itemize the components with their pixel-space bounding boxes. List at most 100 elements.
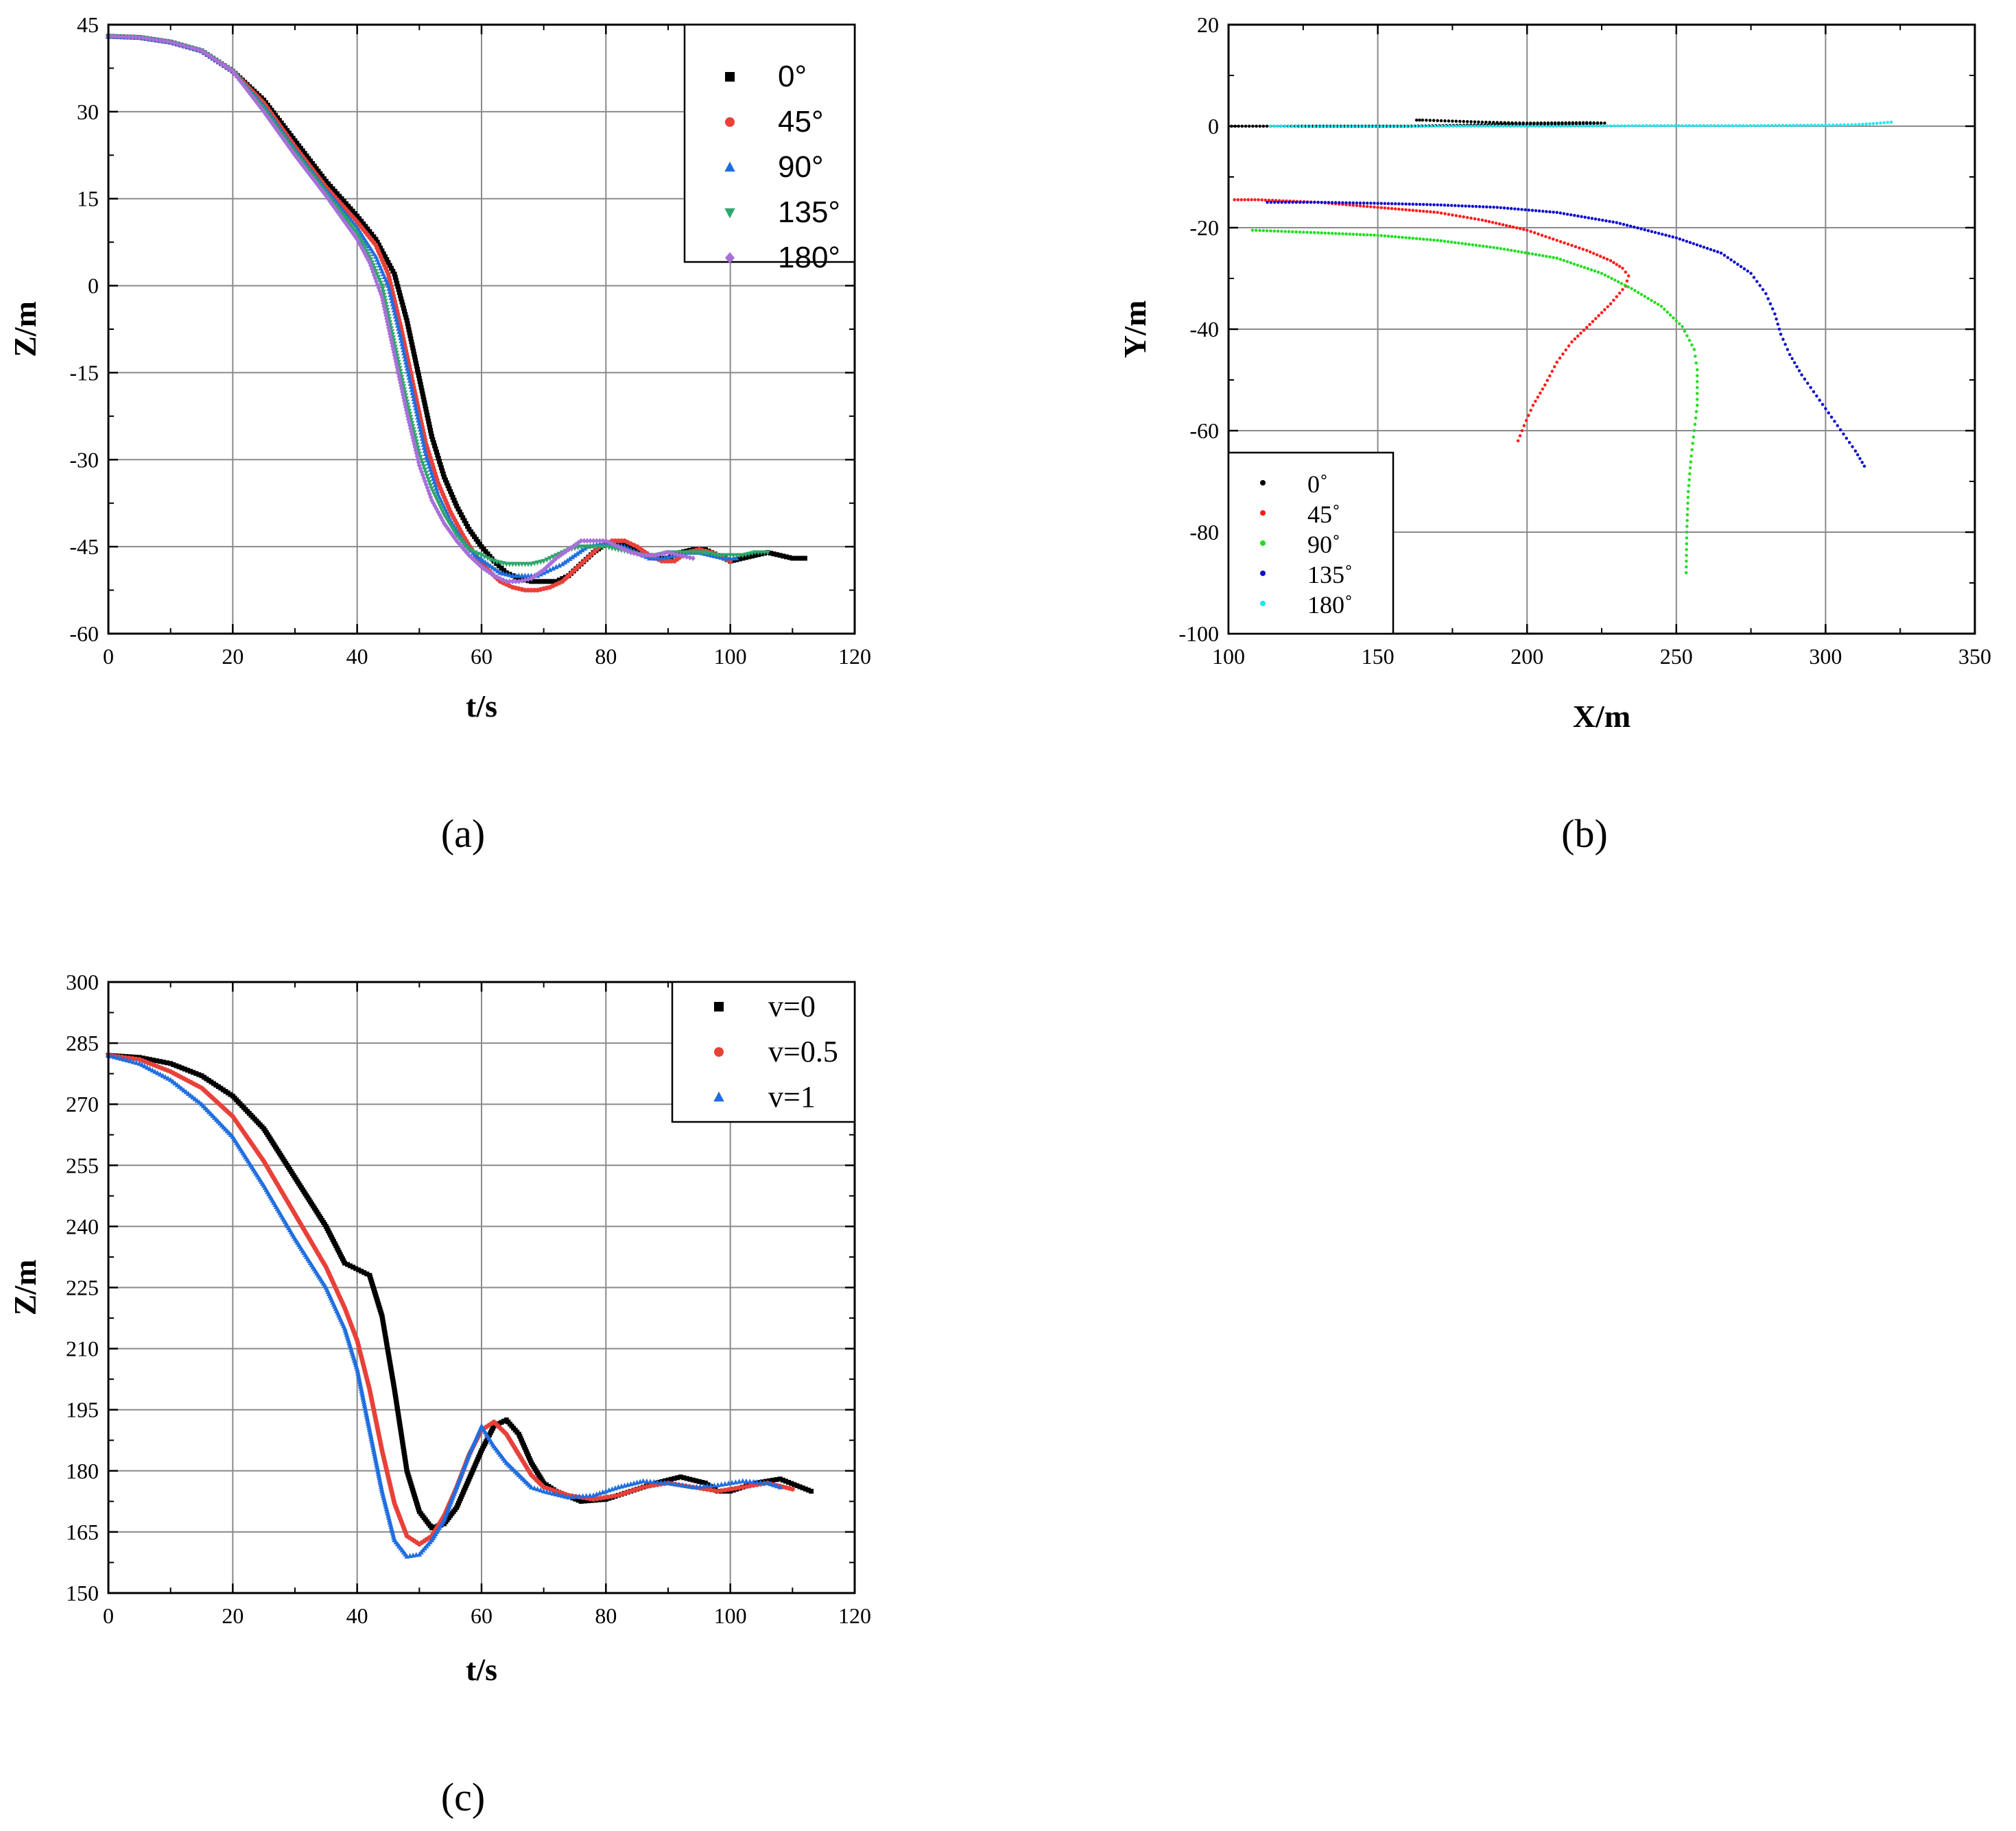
data-point bbox=[292, 138, 298, 143]
legend-marker bbox=[1260, 540, 1266, 546]
data-point bbox=[1365, 201, 1369, 205]
data-point bbox=[1523, 208, 1527, 212]
data-point bbox=[1712, 249, 1716, 252]
data-point bbox=[1414, 237, 1419, 241]
data-point bbox=[1845, 436, 1849, 440]
data-point bbox=[440, 517, 445, 524]
data-point bbox=[1534, 252, 1538, 256]
data-point bbox=[418, 432, 425, 438]
data-point bbox=[1659, 124, 1663, 128]
data-point bbox=[130, 1059, 137, 1064]
data-point bbox=[406, 327, 412, 333]
data-point bbox=[771, 551, 776, 557]
data-point bbox=[365, 251, 371, 257]
data-point bbox=[786, 1480, 792, 1485]
y-tick-label: 0 bbox=[88, 274, 99, 298]
data-point bbox=[318, 171, 323, 176]
data-point bbox=[108, 1053, 115, 1059]
data-point bbox=[1546, 121, 1550, 125]
data-point bbox=[687, 1483, 692, 1489]
data-point bbox=[538, 1487, 543, 1493]
panel-a-chart: 0 20 40 60 80 100 120-60-45-30-1501530450°45°9… bbox=[8, 12, 871, 723]
data-point bbox=[550, 554, 556, 560]
data-point bbox=[1480, 124, 1484, 128]
data-point bbox=[497, 570, 503, 575]
data-point bbox=[1595, 253, 1599, 256]
series-a-4 bbox=[106, 33, 696, 585]
data-point bbox=[1621, 288, 1624, 291]
data-point bbox=[1539, 391, 1542, 395]
data-point bbox=[442, 477, 448, 483]
data-point bbox=[1462, 124, 1466, 128]
data-point bbox=[1333, 232, 1338, 235]
data-point bbox=[1766, 297, 1770, 300]
data-point bbox=[1495, 246, 1499, 250]
data-point bbox=[1603, 121, 1606, 125]
data-point bbox=[323, 178, 329, 184]
data-point bbox=[357, 216, 362, 222]
data-point bbox=[1443, 119, 1447, 123]
data-point bbox=[342, 209, 348, 215]
data-point bbox=[1695, 243, 1699, 247]
data-point bbox=[332, 189, 337, 194]
data-point bbox=[678, 1474, 683, 1480]
data-point bbox=[1591, 320, 1595, 324]
data-point bbox=[1451, 213, 1454, 217]
data-point bbox=[1505, 124, 1508, 128]
data-point bbox=[1418, 237, 1422, 241]
legend-marker bbox=[714, 1002, 724, 1012]
data-point bbox=[1473, 217, 1477, 221]
data-point bbox=[490, 564, 496, 570]
data-point bbox=[1491, 121, 1495, 124]
data-point bbox=[1244, 124, 1248, 128]
data-point bbox=[413, 405, 418, 411]
data-point bbox=[560, 1492, 565, 1498]
data-point bbox=[394, 364, 400, 371]
data-point bbox=[1460, 241, 1464, 246]
data-point bbox=[400, 344, 405, 350]
data-point bbox=[168, 39, 174, 45]
data-point bbox=[1562, 124, 1566, 128]
data-point bbox=[152, 1068, 158, 1074]
data-point bbox=[669, 1481, 675, 1486]
data-point bbox=[160, 1073, 166, 1078]
data-point bbox=[1316, 124, 1320, 128]
data-point bbox=[407, 377, 413, 383]
data-point bbox=[1864, 122, 1868, 126]
data-point bbox=[357, 1379, 363, 1385]
data-point bbox=[1723, 124, 1727, 128]
data-point bbox=[1581, 248, 1585, 251]
data-point bbox=[195, 47, 201, 53]
data-point bbox=[544, 1489, 550, 1494]
data-point bbox=[1585, 326, 1589, 329]
data-point bbox=[697, 1483, 703, 1489]
data-point bbox=[1421, 209, 1425, 213]
x-tick-label: 20 bbox=[222, 1603, 244, 1628]
data-point bbox=[1734, 124, 1738, 128]
data-point bbox=[1418, 202, 1422, 206]
data-point bbox=[1264, 198, 1268, 202]
data-point bbox=[364, 1416, 370, 1422]
data-point bbox=[1539, 121, 1543, 125]
data-point bbox=[1404, 236, 1408, 239]
data-point bbox=[641, 1485, 646, 1490]
data-point bbox=[793, 555, 798, 561]
data-point bbox=[1824, 123, 1827, 127]
series-layer bbox=[106, 1052, 814, 1559]
data-point bbox=[1269, 229, 1272, 232]
data-point bbox=[232, 71, 237, 77]
data-point bbox=[1709, 124, 1713, 128]
data-point bbox=[444, 480, 449, 486]
data-point bbox=[1705, 246, 1709, 250]
legend-marker bbox=[725, 72, 735, 82]
data-point bbox=[750, 1479, 757, 1485]
data-point bbox=[556, 562, 562, 568]
data-point bbox=[1547, 236, 1552, 240]
data-point bbox=[1510, 121, 1514, 125]
data-point bbox=[1587, 216, 1591, 219]
data-point bbox=[462, 547, 468, 553]
data-point bbox=[722, 1487, 728, 1493]
data-point bbox=[1582, 328, 1586, 332]
data-point bbox=[1742, 123, 1745, 128]
data-point bbox=[411, 438, 416, 444]
